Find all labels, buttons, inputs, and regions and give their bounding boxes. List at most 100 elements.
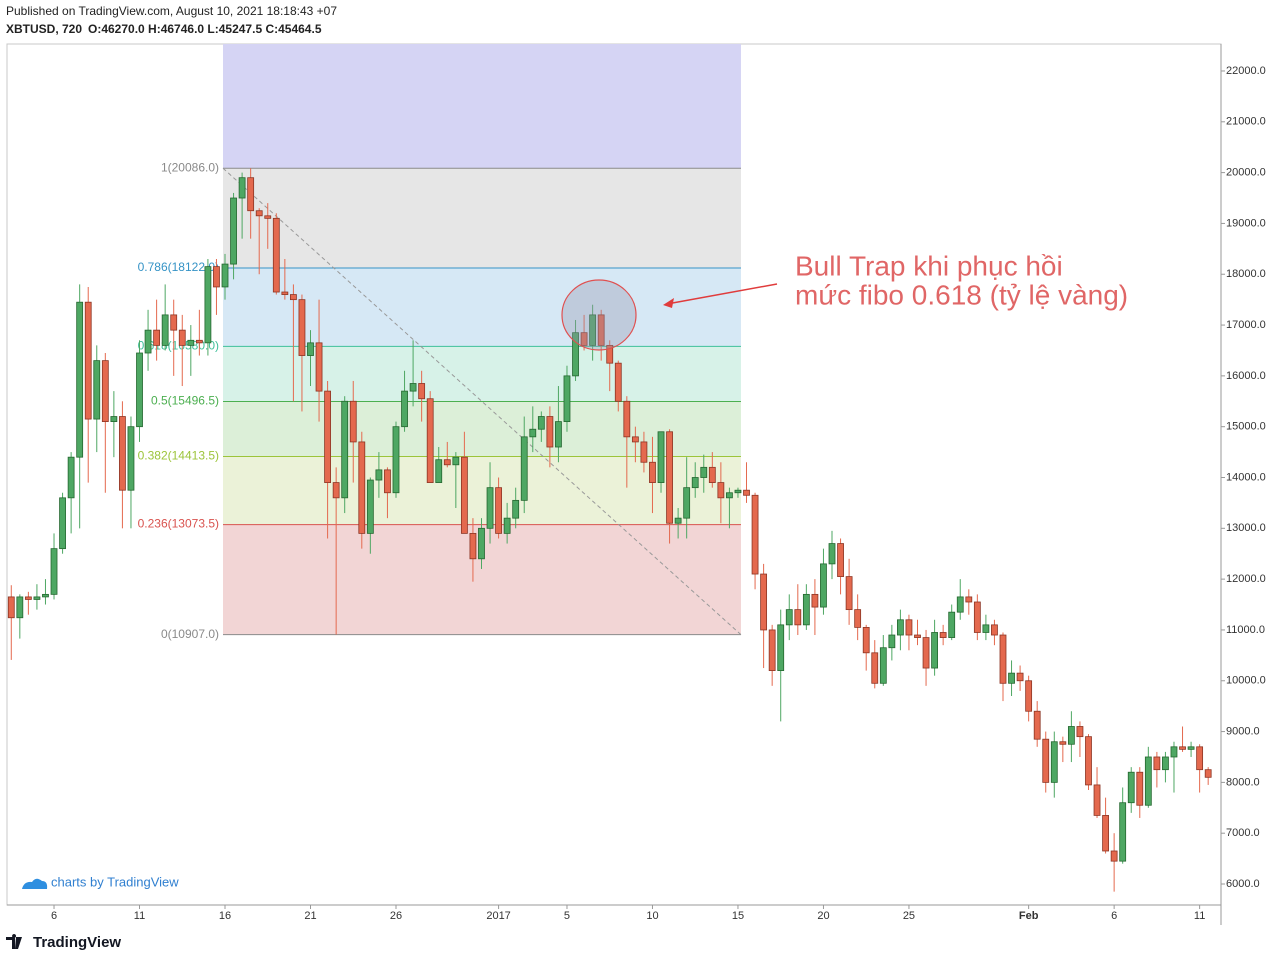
candle-body xyxy=(1008,672,1015,684)
y-tick-label: 21000.0 xyxy=(1226,116,1266,128)
candle-body xyxy=(76,301,84,458)
annotation: Bull Trap khi phục hồi xyxy=(795,250,1063,281)
candle-body xyxy=(230,197,237,265)
fib-zone xyxy=(223,401,741,457)
candle-body xyxy=(811,593,819,608)
candle-body xyxy=(1016,672,1024,682)
candle-body xyxy=(700,466,708,478)
y-tick-label: 7000.0 xyxy=(1226,827,1260,839)
candle-body xyxy=(914,634,921,638)
highlight-circle xyxy=(561,279,637,351)
candle-body xyxy=(255,210,263,217)
x-tick-label: 21 xyxy=(304,910,316,922)
candle-body xyxy=(973,601,981,633)
ohlc-header: O:46270.0 H:46746.0 L:45247.5 C:45464.5 xyxy=(88,22,322,36)
candle-body xyxy=(84,301,92,420)
candle-body xyxy=(631,436,639,443)
symbol: XBTUSD, 720 xyxy=(6,22,82,36)
y-tick-label: 20000.0 xyxy=(1226,167,1266,179)
candle-body xyxy=(965,596,973,603)
candle-body xyxy=(1153,756,1161,771)
brand-logo xyxy=(6,934,22,949)
candle-body xyxy=(1025,680,1033,712)
x-tick-label: 10 xyxy=(646,910,658,922)
x-tick-label: 11 xyxy=(1194,910,1205,922)
candle-body xyxy=(879,647,887,684)
candle-body xyxy=(1119,802,1127,862)
y-tick-label: 8000.0 xyxy=(1226,776,1260,788)
candle-body xyxy=(1093,784,1101,816)
candle-body xyxy=(922,637,930,669)
candle-body xyxy=(1110,850,1118,862)
fib-label: 0.786(18122.0) xyxy=(138,260,219,274)
candle-body xyxy=(1067,726,1075,745)
candle-body xyxy=(33,596,41,600)
candle-body xyxy=(290,294,297,301)
candle-body xyxy=(24,596,32,600)
x-tick-label: 2017 xyxy=(486,910,510,922)
candle-body xyxy=(1127,771,1135,804)
candle-body xyxy=(1196,746,1204,771)
candle-body xyxy=(555,421,562,448)
candle-body xyxy=(144,329,152,354)
y-tick-label: 13000.0 xyxy=(1226,522,1266,534)
candle-body xyxy=(324,390,331,483)
arrow-head xyxy=(663,298,674,308)
y-tick-label: 22000.0 xyxy=(1226,65,1266,77)
candle-body xyxy=(640,441,648,463)
x-tick-label: 11 xyxy=(134,910,145,922)
y-tick-label: 18000.0 xyxy=(1226,268,1266,280)
candle-body xyxy=(726,492,733,499)
candle-body xyxy=(247,177,255,212)
candle-body xyxy=(982,624,990,633)
candle-body xyxy=(349,400,357,443)
candle-body xyxy=(546,416,554,448)
candle-body xyxy=(460,456,468,534)
candle-body xyxy=(93,360,101,420)
candle-body xyxy=(717,482,725,499)
candle-body xyxy=(512,499,520,519)
fib-label: 0.382(14413.5) xyxy=(138,449,219,463)
candle-body xyxy=(315,342,323,392)
fib-label: 0(10907.0) xyxy=(161,627,219,641)
candle-body xyxy=(606,344,614,364)
candle-body xyxy=(307,342,314,356)
candle-body xyxy=(956,596,964,613)
candle-body xyxy=(1102,815,1109,852)
candle-body xyxy=(597,314,605,346)
candle-body xyxy=(1170,746,1178,758)
candle-body xyxy=(666,431,673,524)
candle-body xyxy=(1033,710,1041,740)
candle-body xyxy=(426,398,434,483)
candle-body xyxy=(760,573,768,631)
candle-body xyxy=(161,314,169,346)
candle-body xyxy=(683,487,691,519)
candle-body xyxy=(119,416,126,491)
candle-body xyxy=(537,416,545,430)
candle-body xyxy=(1059,741,1067,745)
candle-body xyxy=(828,543,836,565)
candle-body xyxy=(999,634,1007,684)
candle-body xyxy=(281,291,289,295)
fib-label: 0.5(15496.5) xyxy=(151,394,219,408)
candle-body xyxy=(264,215,272,219)
candle-body xyxy=(469,532,477,560)
candle-body xyxy=(1042,738,1050,783)
candle-body xyxy=(503,517,511,534)
fib-label: 1(20086.0) xyxy=(161,160,219,174)
candle-body xyxy=(785,609,793,626)
candle-body xyxy=(50,548,58,595)
candle-body xyxy=(572,332,579,377)
arrow xyxy=(666,283,778,305)
candle-body xyxy=(392,426,400,494)
y-tick-label: 19000.0 xyxy=(1226,217,1266,229)
candle-body xyxy=(657,431,665,483)
y-tick-label: 17000.0 xyxy=(1226,319,1266,331)
candle-body xyxy=(366,479,374,534)
candle-body xyxy=(862,627,870,654)
candle-body xyxy=(905,619,913,636)
x-tick-label: 25 xyxy=(903,910,915,922)
candle-body xyxy=(418,383,426,400)
candle-body xyxy=(991,624,998,636)
y-tick-label: 15000.0 xyxy=(1226,421,1266,433)
